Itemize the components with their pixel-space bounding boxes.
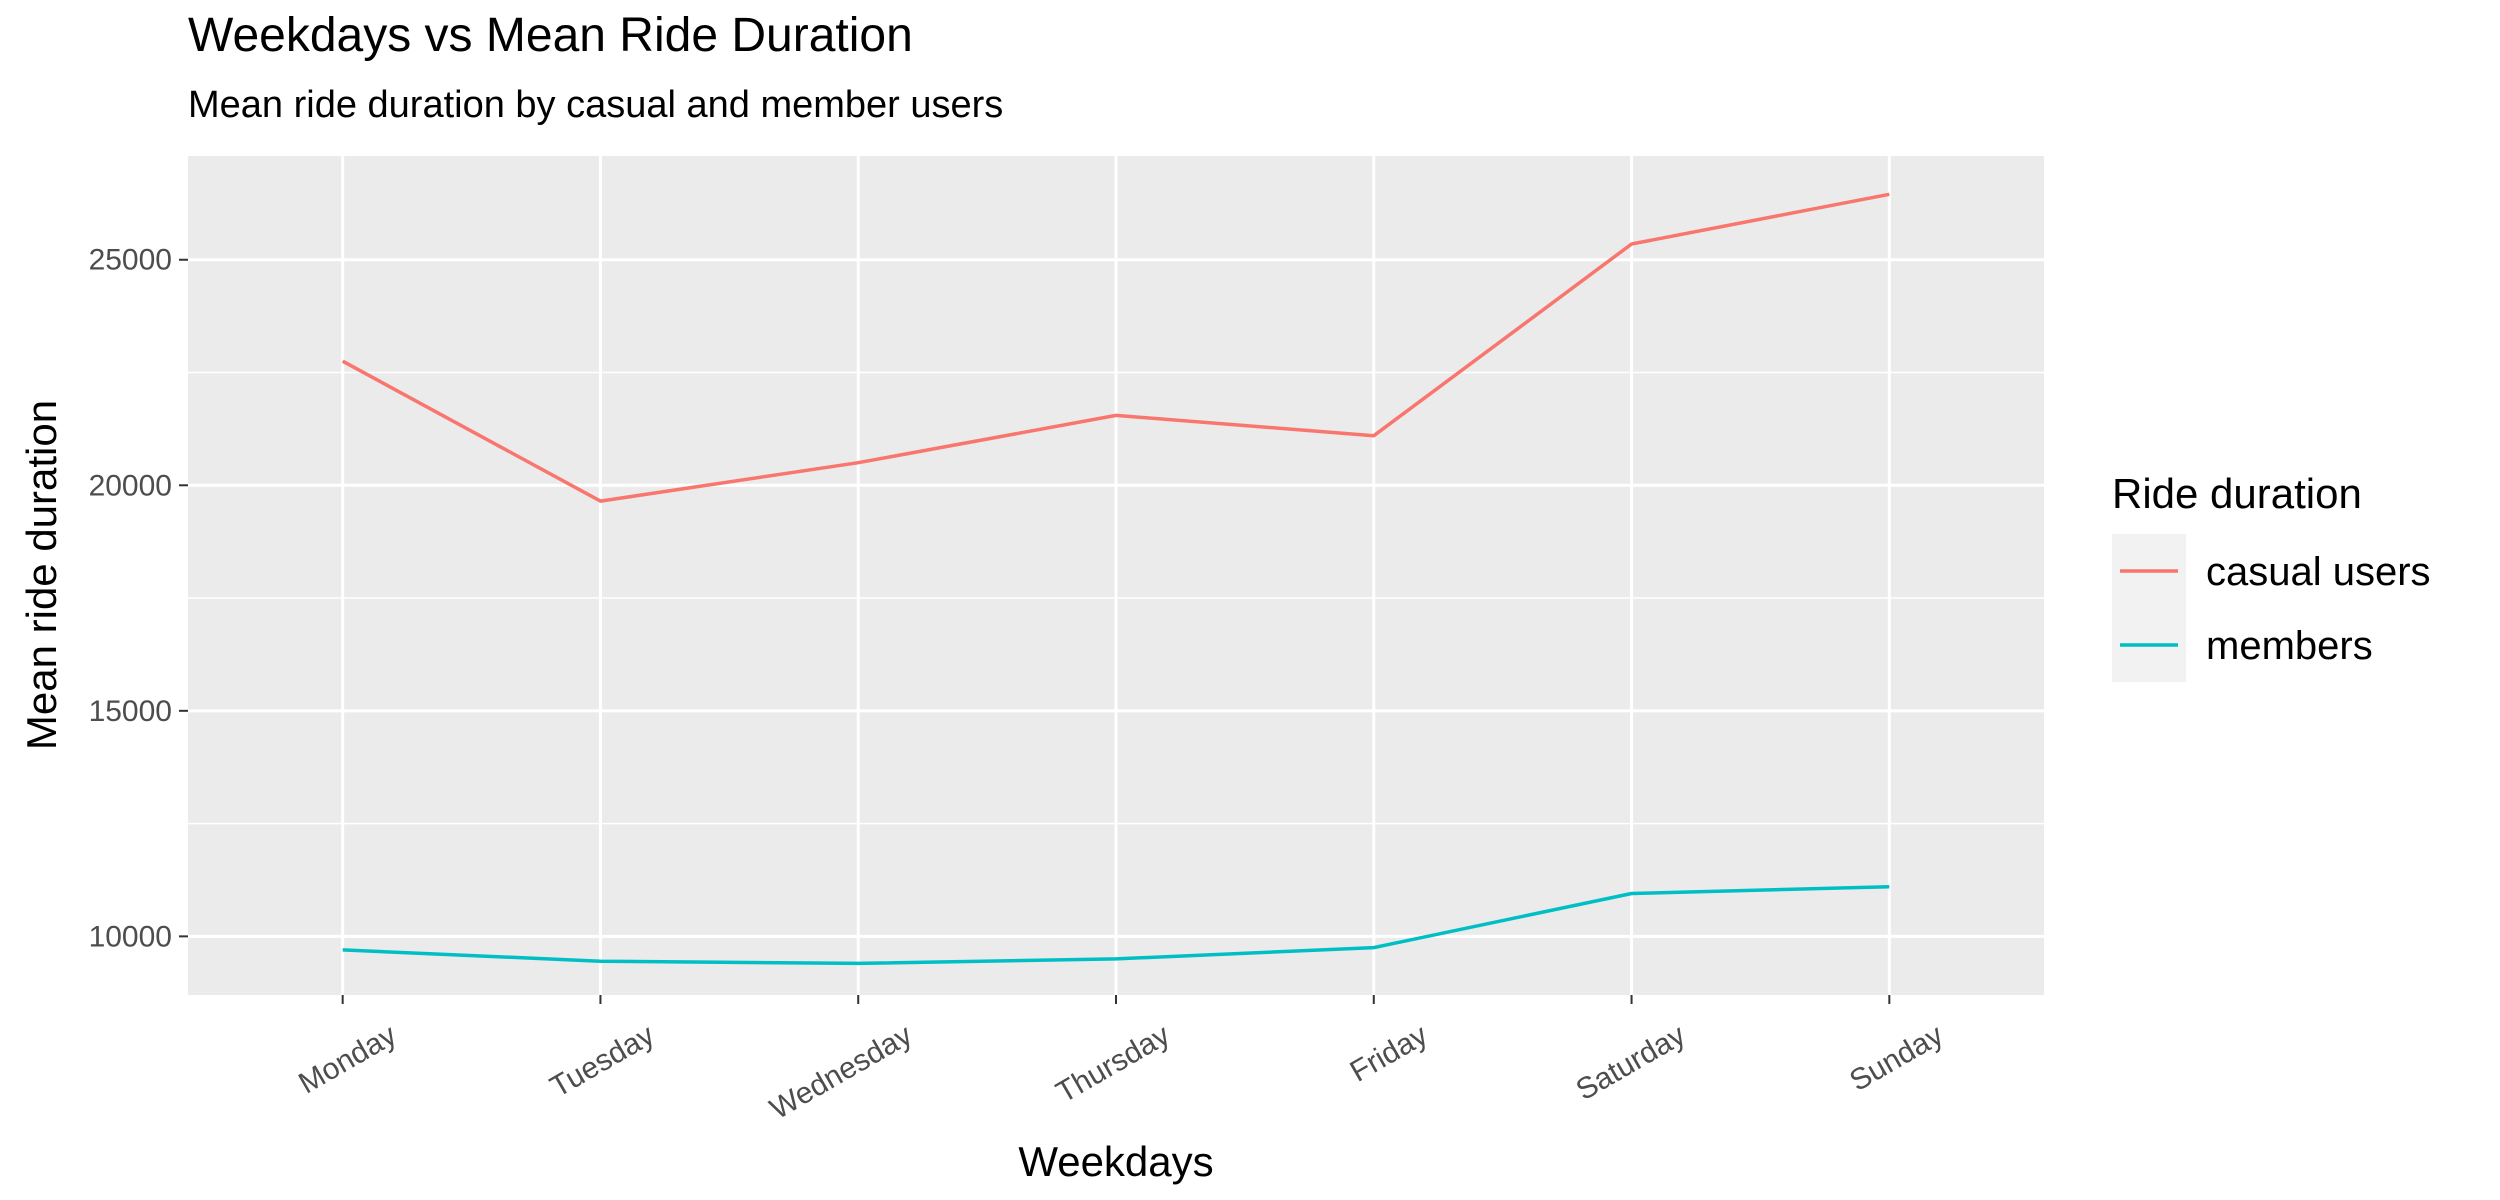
legend-items: casual users members (2120, 550, 2431, 668)
grid-major (188, 156, 2044, 995)
chart-subtitle: Mean ride duration by casual and member … (188, 84, 1004, 126)
legend-label: members (2206, 624, 2373, 668)
chart-title: Weekdays vs Mean Ride Duration (188, 9, 913, 62)
y-tick-label: 25000 (89, 244, 172, 277)
x-tick-label: Thursday (1051, 1018, 1176, 1109)
x-tick-label: Friday (1345, 1018, 1434, 1088)
x-tick-label: Tuesday (545, 1018, 660, 1104)
x-tick-label: Sunday (1844, 1018, 1949, 1097)
legend-title: Ride duration (2112, 470, 2362, 517)
y-tick-label: 10000 (89, 920, 172, 953)
legend-key-background (2112, 534, 2186, 682)
legend-label: casual users (2206, 550, 2431, 594)
x-axis: Monday Tuesday Wednesday Thursday Friday Satu… (293, 995, 1949, 1126)
y-tick-label: 15000 (89, 695, 172, 728)
x-tick-label: Wednesday (764, 1018, 917, 1126)
y-axis-title: Mean ride duration (18, 400, 65, 750)
y-tick-label: 20000 (89, 469, 172, 502)
y-axis: 10000 15000 20000 25000 (89, 244, 188, 953)
x-axis-title: Weekdays (1018, 1138, 1213, 1185)
series-line-members (342, 884, 1890, 966)
series-layer (341, 192, 1890, 966)
legend: Ride duration casual users members (2112, 470, 2431, 682)
x-tick-label: Saturday (1571, 1018, 1691, 1107)
series-line-casual-users (341, 192, 1890, 503)
x-tick-label: Monday (293, 1018, 402, 1100)
